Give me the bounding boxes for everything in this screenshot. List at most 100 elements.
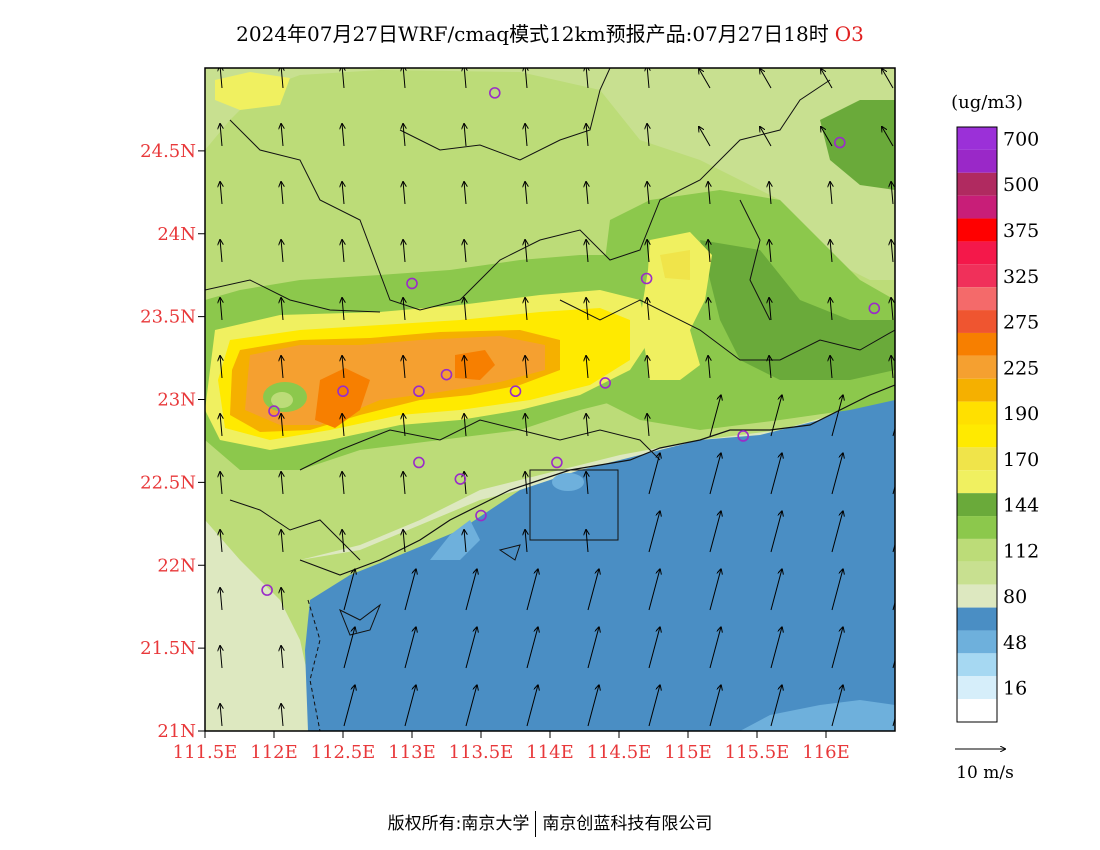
footer: 版权所有:南京大学 南京创蓝科技有限公司 <box>0 809 1100 837</box>
wind-arrow-icon <box>770 569 782 611</box>
wind-arrow-icon <box>587 685 599 727</box>
wind-arrow-icon <box>831 685 843 727</box>
admin-line-4 <box>559 299 895 361</box>
wind-arrow-icon <box>891 298 893 321</box>
wind-arrow-icon <box>525 414 527 437</box>
colorbar-swatch <box>957 493 997 517</box>
wind-arrow-icon <box>891 240 893 263</box>
lat-axis: 24.5N 24N 23.5N 23N 22.5N 22N 21.5N 21N <box>140 141 205 742</box>
sea-patch-southeast <box>740 700 895 731</box>
station-marker-icon <box>454 473 467 485</box>
wind-arrow-icon <box>220 530 222 553</box>
wind-arrow-icon <box>525 240 527 263</box>
wind-arrow-icon <box>404 627 416 669</box>
colorbar-label: 700 <box>1003 128 1039 150</box>
wind-arrow-icon <box>648 453 660 495</box>
wind-arrow-icon <box>342 472 344 495</box>
wind-arrow-icon <box>464 68 466 89</box>
colorbar-swatch <box>957 172 997 196</box>
wind-arrow-icon <box>403 124 405 147</box>
lon-tick-label: 113E <box>388 742 436 763</box>
wind-arrow-icon <box>648 685 660 727</box>
wind-arrow-icon <box>830 298 832 321</box>
wind-arrow-icon <box>526 685 538 727</box>
colorbar-label: 275 <box>1003 312 1039 334</box>
wind-arrow-icon <box>220 298 222 321</box>
wind-arrow-icon <box>708 182 710 205</box>
station-marker-icon <box>337 385 349 398</box>
lat-tick-label: 22.5N <box>140 472 196 493</box>
wind-arrow-icon <box>342 182 344 205</box>
wind-arrow-icon <box>821 69 833 89</box>
wind-arrow-icon <box>770 453 782 495</box>
wind-arrow-icon <box>648 511 660 553</box>
peninsula-coast <box>307 599 321 731</box>
wind-arrow-icon <box>831 453 843 495</box>
colorbar-swatch <box>957 401 997 425</box>
wind-arrow-icon <box>647 182 649 205</box>
wind-arrow-icon <box>464 530 466 553</box>
colorbar-label: 80 <box>1003 586 1027 608</box>
concentration-field <box>205 68 895 731</box>
colorbar-label: 190 <box>1003 403 1039 425</box>
boundaries <box>205 68 895 731</box>
colorbar-label: 112 <box>1003 540 1039 562</box>
wind-arrow-icon <box>586 414 588 437</box>
wind-arrow-icon <box>464 298 466 321</box>
colorbar-swatch <box>957 378 997 402</box>
lon-tick-label: 113.5E <box>449 742 514 763</box>
wind-arrow-icon <box>220 240 222 263</box>
lon-tick-label: 114.5E <box>587 742 652 763</box>
north-corner-high <box>215 72 290 110</box>
colorbar-swatch <box>957 264 997 288</box>
wind-arrow-icon <box>525 182 527 205</box>
wind-arrow-icon <box>709 569 721 611</box>
colorbar-swatch <box>957 287 997 311</box>
wind-arrow-icon <box>831 395 843 437</box>
wind-arrow-icon <box>404 569 416 611</box>
colorbar-frame <box>956 126 998 723</box>
wind-arrow-icon <box>586 68 588 89</box>
wind-arrow-icon <box>586 298 588 321</box>
colorbar: 700 500 375 325 275 225 190 170 144 112 80 48 16 <box>956 126 1039 723</box>
wind-arrow-icon <box>648 569 660 611</box>
wind-arrow-icon <box>525 530 527 553</box>
station-marker-icon <box>833 136 846 149</box>
station-marker-icon <box>599 377 612 389</box>
lat-tick-label: 22N <box>157 555 196 576</box>
island-2 <box>498 544 521 561</box>
peak-west <box>315 368 370 428</box>
lat-tick-label: 21.5N <box>140 638 196 659</box>
chart-title: 2024年07月27日WRF/cmaq模式12km预报产品:07月27日18时 O… <box>0 18 1100 47</box>
wind-arrow-icon <box>465 569 477 611</box>
wind-arrow-icon <box>220 124 222 147</box>
colorbar-label: 170 <box>1003 449 1039 471</box>
colorbar-label: 144 <box>1003 495 1039 517</box>
wind-arrow-icon <box>403 68 405 89</box>
colorbar-swatch <box>957 699 997 722</box>
wind-arrow-icon <box>281 472 283 495</box>
wind-arrow-icon <box>220 356 222 379</box>
monitoring-stations <box>261 87 881 596</box>
hk-box <box>529 469 619 541</box>
copyright-text: 版权所有:南京大学 <box>387 814 530 834</box>
lon-tick-label: 112.5E <box>311 742 376 763</box>
southwest-low <box>205 520 320 731</box>
wind-arrow-icon <box>831 511 843 553</box>
wind-arrow-icon <box>586 240 588 263</box>
wind-arrow-icon <box>647 356 649 379</box>
wind-arrow-icon <box>647 298 649 321</box>
wind-arrow-icon <box>464 182 466 205</box>
station-marker-icon <box>268 405 280 417</box>
wind-arrow-icon <box>769 182 771 205</box>
wind-arrow-icon <box>882 127 894 147</box>
colorbar-label: 225 <box>1003 357 1039 379</box>
lat-tick-label: 24.5N <box>140 141 196 162</box>
wind-arrow-icon <box>770 685 782 727</box>
coastline <box>299 384 895 576</box>
wind-arrow-icon <box>403 356 405 379</box>
colorbar-swatch <box>957 584 997 608</box>
lat-tick-label: 23.5N <box>140 307 196 328</box>
wind-arrow-icon <box>342 356 344 379</box>
footer-divider <box>535 811 537 837</box>
